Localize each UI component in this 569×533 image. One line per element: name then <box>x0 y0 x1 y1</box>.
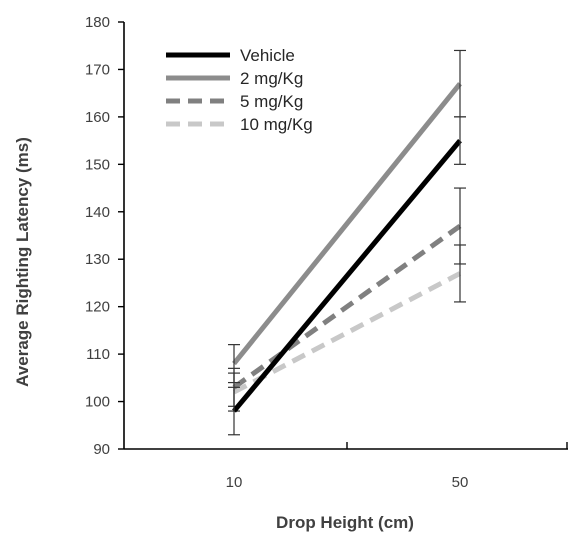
x-axis-ticks: 10 50 <box>226 442 568 491</box>
series-line <box>232 223 462 390</box>
y-axis-title: Average Righting Latency (ms) <box>13 137 32 387</box>
y-tick-label: 180 <box>85 14 110 31</box>
legend-label: Vehicle <box>240 46 295 65</box>
series-layer <box>228 49 466 436</box>
y-tick-label: 120 <box>85 299 110 316</box>
y-tick-label: 130 <box>85 251 110 268</box>
x-tick-label: 10 <box>226 474 243 491</box>
y-tick-label: 90 <box>93 441 110 458</box>
y-tick-label: 150 <box>85 156 110 173</box>
x-axis-title: Drop Height (cm) <box>276 513 414 532</box>
y-tick-label: 140 <box>85 204 110 221</box>
series-line <box>232 139 462 413</box>
y-tick-label: 100 <box>85 394 110 411</box>
x-tick-label: 50 <box>452 474 469 491</box>
series-2-mg-kg <box>228 49 466 384</box>
y-axis-ticks: 90 100 110 120 130 140 150 160 170 180 <box>85 14 124 458</box>
axes <box>123 22 568 450</box>
y-tick-label: 110 <box>86 346 110 363</box>
series-vehicle <box>228 116 466 436</box>
legend: Vehicle 2 mg/Kg 5 mg/Kg 10 mg/Kg <box>166 46 313 134</box>
series-line <box>232 82 462 366</box>
y-tick-label: 160 <box>85 109 110 126</box>
y-tick-label: 170 <box>85 61 110 78</box>
legend-label: 10 mg/Kg <box>240 115 313 134</box>
legend-label: 5 mg/Kg <box>240 92 303 111</box>
legend-label: 2 mg/Kg <box>240 69 303 88</box>
